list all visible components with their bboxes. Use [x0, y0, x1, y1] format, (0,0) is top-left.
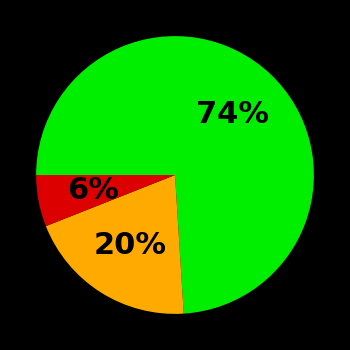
Text: 6%: 6%	[67, 176, 119, 205]
Wedge shape	[46, 175, 184, 314]
Wedge shape	[36, 175, 175, 226]
Wedge shape	[36, 36, 314, 314]
Text: 74%: 74%	[196, 100, 268, 129]
Text: 20%: 20%	[94, 231, 167, 260]
